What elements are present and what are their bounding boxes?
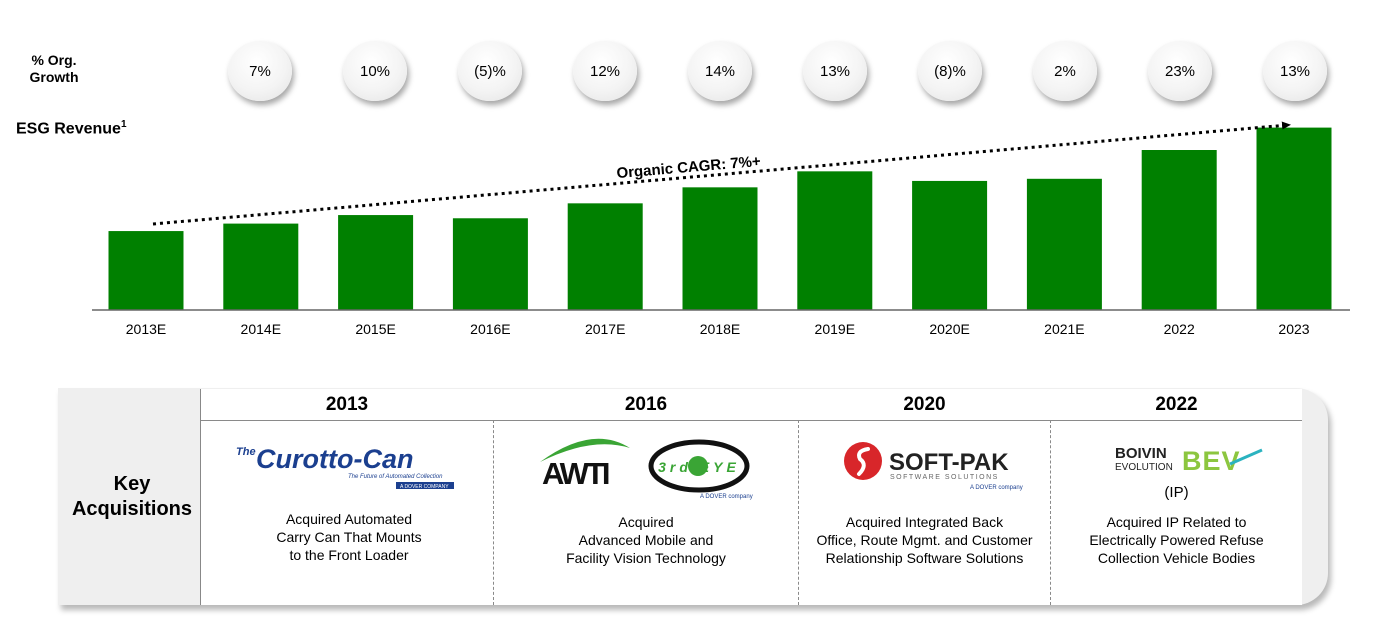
description-line: Carry Can That Mounts [276, 529, 422, 545]
cagr-trend-arrow [152, 121, 1291, 226]
description-line: Acquired Automated [285, 511, 413, 527]
growth-bubble: 23% [1148, 41, 1212, 101]
description-line: Collection Vehicle Bodies [1097, 550, 1256, 566]
soft-pak-icon-s [857, 447, 870, 476]
logo-main: BOIVIN [1115, 445, 1167, 462]
x-tick-label: 2021E [1044, 321, 1084, 337]
description-line: Acquired IP Related to [1106, 514, 1247, 530]
x-tick-label: 2018E [700, 321, 740, 337]
description-line: Advanced Mobile and [578, 532, 714, 548]
revenue-label-text: ESG Revenue [16, 120, 121, 138]
bar-2021E [1026, 178, 1102, 310]
x-tick-label: 2017E [585, 321, 625, 337]
growth-bubble: (8)% [918, 41, 982, 101]
x-tick-labels: 2013E 2014E 2015E 2016E 2017E 2018E 2019E 2020E… [126, 321, 1310, 337]
x-tick-label: 2020E [929, 321, 969, 337]
growth-bubble: 13% [1263, 41, 1327, 101]
boivin-bev-logo: BOIVIN EVOLUTION BEV [1115, 445, 1263, 476]
growth-row-label: % Org. Growth [22, 52, 86, 86]
column-divider [1050, 420, 1051, 605]
logo-main: Curotto-Can [256, 444, 413, 474]
growth-bubble: 7% [228, 41, 292, 101]
curotto-can-logo: The Curotto-Can The Future of Automated … [236, 444, 454, 490]
third-eye-pupil [688, 456, 708, 476]
logo-dover: A DOVER company [700, 494, 753, 500]
bar-2013E [108, 231, 184, 310]
panel-divider [200, 389, 201, 605]
revenue-label: ESG Revenue1 [16, 119, 127, 138]
bev-logo: BEV [1182, 446, 1241, 476]
growth-bubble: 2% [1033, 41, 1097, 101]
column-divider [493, 420, 494, 605]
acquisition-description: Acquired Advanced Mobile and Facility Vi… [494, 513, 798, 567]
x-tick-label: 2013E [126, 321, 166, 337]
growth-bubble: 14% [688, 41, 752, 101]
acquisitions-columns-bg [201, 389, 1302, 605]
description-line: Facility Vision Technology [566, 550, 726, 566]
dover-badge [396, 482, 454, 489]
bar-2023 [1256, 127, 1332, 310]
x-tick-label: 2015E [355, 321, 395, 337]
logo-main: SOFT-PAK [889, 449, 1009, 476]
acquisitions-title-line1: Key [113, 473, 151, 495]
acquisitions-title: Key Acquisitions [58, 472, 206, 522]
bar-2017E [567, 203, 643, 310]
logo-dover: A DOVER COMPANY [400, 484, 449, 490]
logo-tagline: SOFTWARE SOLUTIONS [890, 474, 999, 481]
awti-3rd-eye-logos: AWTI 3rd EYE A DOVER company [540, 438, 753, 500]
growth-label-line1: % Org. [31, 52, 77, 68]
revenue-bar-chart: 2013E 2014E 2015E 2016E 2017E 2018E 2019E 2020E… [92, 121, 1350, 337]
growth-bubble: 12% [573, 41, 637, 101]
growth-label-line2: Growth [29, 69, 79, 85]
awti-swoosh [540, 438, 630, 462]
description-line: Relationship Software Solutions [825, 550, 1024, 566]
awti-logo: AWTI [542, 456, 609, 491]
bar-2016E [452, 218, 528, 310]
growth-bubble: 13% [803, 41, 867, 101]
acquisition-year: 2013 [325, 394, 369, 415]
column-divider [798, 420, 799, 605]
cagr-label: Organic CAGR: 7%+ [616, 153, 762, 182]
logo-sub: EVOLUTION [1115, 462, 1173, 473]
logo-the: The [236, 446, 256, 458]
acquisitions-title-line2: Acquisitions [71, 498, 192, 520]
x-tick-label: 2023 [1278, 321, 1309, 337]
bar-2014E [223, 223, 299, 310]
bev-swoosh [1229, 448, 1263, 466]
growth-bubble: (5)% [458, 41, 522, 101]
description-line: Acquired Integrated Back [845, 514, 1004, 530]
bar-2018E [682, 187, 758, 310]
year-header-rule [201, 420, 1302, 421]
x-tick-label: 2014E [241, 321, 281, 337]
acquisition-note: (IP) [1164, 484, 1189, 501]
logo-tagline: The Future of Automated Collection [348, 474, 443, 480]
acquisition-description: Acquired Automated Carry Can That Mounts… [201, 510, 497, 564]
acquisition-description: Acquired IP Related to Electrically Powe… [1051, 513, 1302, 567]
acquisition-description: Acquired Integrated Back Office, Route M… [799, 513, 1050, 567]
third-eye-outline [648, 439, 750, 493]
acquisition-year: 2016 [624, 394, 668, 415]
bar-2015E [338, 215, 414, 310]
soft-pak-logo: SOFT-PAK SOFTWARE SOLUTIONS A DOVER comp… [844, 442, 1023, 491]
growth-bubble: 10% [343, 41, 407, 101]
bar-2019E [797, 171, 873, 310]
logo-dover: A DOVER company [970, 485, 1023, 491]
description-line: Electrically Powered Refuse [1089, 532, 1264, 548]
x-tick-label: 2022 [1164, 321, 1195, 337]
bar-group [108, 127, 1332, 310]
bar-2022 [1141, 150, 1217, 310]
acquisition-year: 2022 [1155, 394, 1198, 415]
revenue-footnote: 1 [120, 119, 127, 130]
bar-2020E [912, 180, 988, 310]
acquisition-year: 2020 [903, 394, 946, 415]
description-line: Acquired [618, 514, 674, 530]
description-line: Office, Route Mgmt. and Customer [816, 532, 1033, 548]
third-eye-logo: 3rd EYE [658, 459, 740, 475]
x-tick-label: 2019E [815, 321, 855, 337]
x-tick-label: 2016E [470, 321, 510, 337]
description-line: to the Front Loader [289, 547, 409, 563]
